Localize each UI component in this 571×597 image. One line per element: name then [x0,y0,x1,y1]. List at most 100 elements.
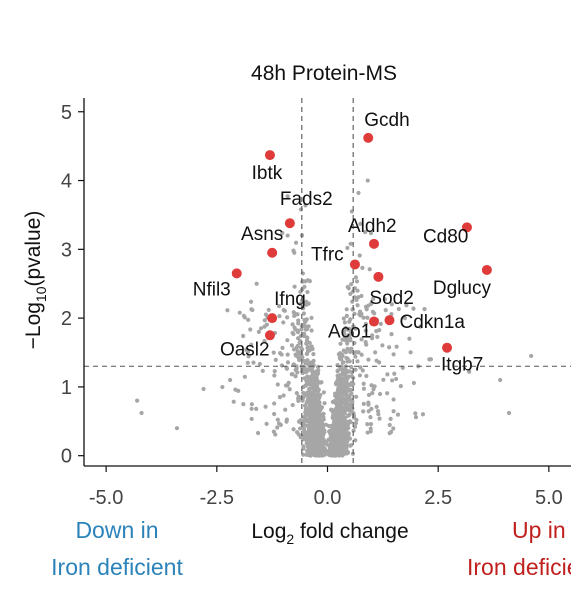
data-point [467,369,472,374]
data-point [411,380,417,386]
data-point [295,343,300,349]
data-point [287,387,292,392]
data-point [309,315,314,321]
data-point [307,389,312,394]
data-point [344,313,349,318]
data-point [341,444,347,449]
data-point [241,333,246,339]
data-point [304,441,309,446]
data-point [310,413,315,418]
highlighted-point [349,259,360,270]
data-point [363,304,369,309]
point-label: Fads2 [280,189,333,210]
data-point [344,451,349,456]
data-point [272,411,277,417]
data-point [366,357,371,362]
data-point [306,446,311,451]
data-point [382,297,388,302]
data-point [506,410,512,416]
data-point [249,406,254,411]
point-label: Nfil3 [193,279,231,300]
data-point [359,352,364,357]
data-point [316,432,321,437]
data-point [307,367,312,372]
highlighted-points [231,132,492,353]
data-point [342,320,347,325]
data-point [310,426,315,431]
x-tick-label: -5.0 [89,487,123,509]
data-point [233,387,238,392]
data-point [295,370,300,375]
data-point [302,284,307,289]
data-point [302,317,307,323]
data-point [283,383,289,388]
data-point [391,352,396,357]
data-point [390,378,395,383]
data-point [251,360,256,365]
highlighted-point [231,268,242,279]
y-tick-label: 5 [61,102,72,124]
data-point [345,245,350,251]
point-label: Aldh2 [348,216,397,237]
data-point [305,335,310,340]
data-point [339,398,344,403]
highlighted-point [461,222,472,233]
data-point [402,316,408,321]
x-tick-label: 5.0 [535,487,563,509]
data-point [339,439,345,445]
data-point [498,377,503,383]
data-point [311,352,316,357]
point-label: Asns [241,224,283,245]
data-point [301,390,306,396]
data-point [356,190,361,196]
data-point [338,427,343,432]
highlighted-point [264,330,275,341]
data-point [347,359,352,364]
y-tick-label: 0 [61,446,72,468]
data-point [277,314,282,319]
data-point [305,289,310,295]
data-point [347,419,352,424]
data-point [370,391,375,396]
data-point [360,265,365,270]
data-point [302,333,307,339]
data-point [342,373,347,378]
data-point [290,372,295,377]
data-point [369,406,374,411]
data-point [317,414,322,419]
data-point [258,326,264,331]
data-point [355,303,360,308]
data-point [301,311,307,316]
chart-title: 48h Protein-MS [251,62,397,85]
data-point [336,380,342,386]
data-point [340,391,345,397]
data-point [391,397,396,402]
data-point [275,382,280,387]
data-point [313,442,319,447]
data-point [298,426,303,431]
data-point [285,233,290,238]
data-point [349,408,354,413]
data-point [311,448,316,453]
point-labels: Gcdh Ibtk Fads2 Asns Aldh2 Cd80 Tfrc Nfil3 Sod2 D… [193,110,492,376]
data-point [292,250,297,255]
data-point [298,350,304,355]
data-point [380,343,385,348]
data-point [342,376,347,381]
data-point [291,331,296,337]
data-point [273,357,278,362]
data-point [337,451,342,456]
data-point [262,318,267,323]
data-point [310,360,315,365]
data-point [368,426,373,431]
data-point [381,377,386,382]
y-tick-label: 2 [61,308,72,330]
data-point [394,344,399,349]
data-point [348,443,354,448]
axes [78,98,571,472]
data-point [282,308,287,313]
data-point [248,327,253,332]
data-point [335,405,340,411]
data-point [413,411,418,416]
data-point [348,338,353,343]
